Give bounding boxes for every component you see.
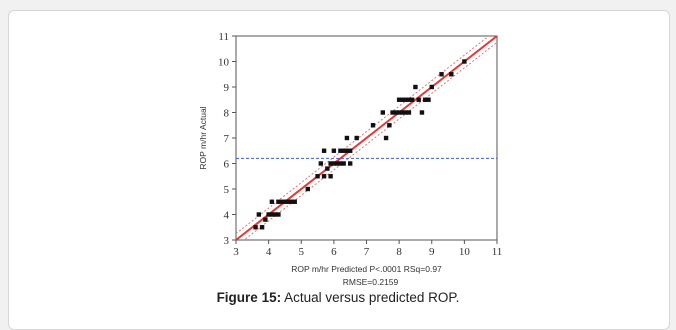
y-tick-label: 8 [224,108,230,120]
data-point [328,161,333,166]
data-point [370,123,376,128]
data-point [269,212,275,217]
x-axis-label-rmse: RMSE=0.2159 [343,277,399,287]
data-point [416,97,421,102]
data-point [429,84,434,90]
y-tick-label: 5 [224,184,230,196]
data-point [315,174,320,179]
figure-label: Figure 15: [216,290,282,305]
data-point [321,148,327,153]
data-point [253,225,258,230]
data-point [439,72,444,77]
y-tick-label: 11 [218,31,229,43]
data-point [341,148,346,153]
data-point [344,148,350,153]
data-point [347,148,353,153]
data-point [426,97,431,102]
data-point [396,97,402,102]
data-point [318,161,324,166]
x-tick-label: 8 [396,246,402,258]
data-point [282,199,288,204]
data-point [292,199,297,204]
data-point [406,97,412,102]
x-tick-label: 11 [492,246,503,258]
data-point [321,174,327,179]
data-point [266,212,271,217]
data-point [344,135,350,141]
x-tick-label: 4 [266,246,272,258]
y-tick-label: 4 [224,210,230,222]
data-point [276,212,281,217]
fit-line [236,36,497,240]
data-point [286,199,291,204]
x-tick-label: 5 [299,246,305,258]
data-point [272,212,278,217]
data-point [403,97,408,102]
data-point [462,59,467,64]
data-point [380,110,386,115]
data-point [289,199,294,204]
data-point [269,199,275,204]
data-point [331,161,337,166]
data-point [423,97,428,102]
data-point [406,110,412,115]
scatter-chart: 3 4 5 6 7 8 9 10 11 3 4 5 6 7 8 9 10 11 ROP m/hr Actual R… [198,31,503,287]
data-point [259,225,265,230]
data-point [334,161,340,166]
data-point [331,148,337,153]
data-point [387,123,392,128]
data-point [347,161,353,166]
data-point [354,135,359,141]
data-point [396,110,402,115]
y-axis-label: ROP m/hr Actual [198,106,208,169]
data-point [419,110,425,115]
x-tick-label: 10 [459,246,471,258]
data-point [328,174,333,179]
data-point [409,97,415,102]
data-point [263,217,268,222]
confidence-upper [236,36,490,235]
data-point [390,110,395,115]
x-axis-label: ROP m/hr Predicted P<.0001 RSq=0.97 [291,264,442,274]
y-tick-label: 6 [224,159,230,171]
figure-caption: Figure 15: Actual versus predicted ROP. [0,290,676,305]
data-point [341,161,346,166]
data-point [256,212,262,217]
data-point [400,97,405,102]
data-point [393,110,399,115]
data-point [279,199,284,204]
x-tick-label: 3 [233,246,239,258]
data-point [338,148,343,153]
data-point [403,110,408,115]
y-tick-label: 10 [218,57,230,69]
data-point [338,161,343,166]
data-point [305,186,310,192]
data-point [325,166,330,171]
x-tick-label: 7 [364,246,370,258]
x-tick-label: 6 [331,246,337,258]
data-point [383,135,389,141]
data-point [449,72,454,77]
data-point [413,84,418,90]
y-tick-label: 3 [224,235,230,247]
x-tick-label: 9 [429,246,435,258]
y-tick-label: 9 [224,82,230,94]
data-point [400,110,405,115]
data-point [276,199,281,204]
figure-text: Actual versus predicted ROP. [284,290,460,305]
y-tick-label: 7 [224,133,230,145]
